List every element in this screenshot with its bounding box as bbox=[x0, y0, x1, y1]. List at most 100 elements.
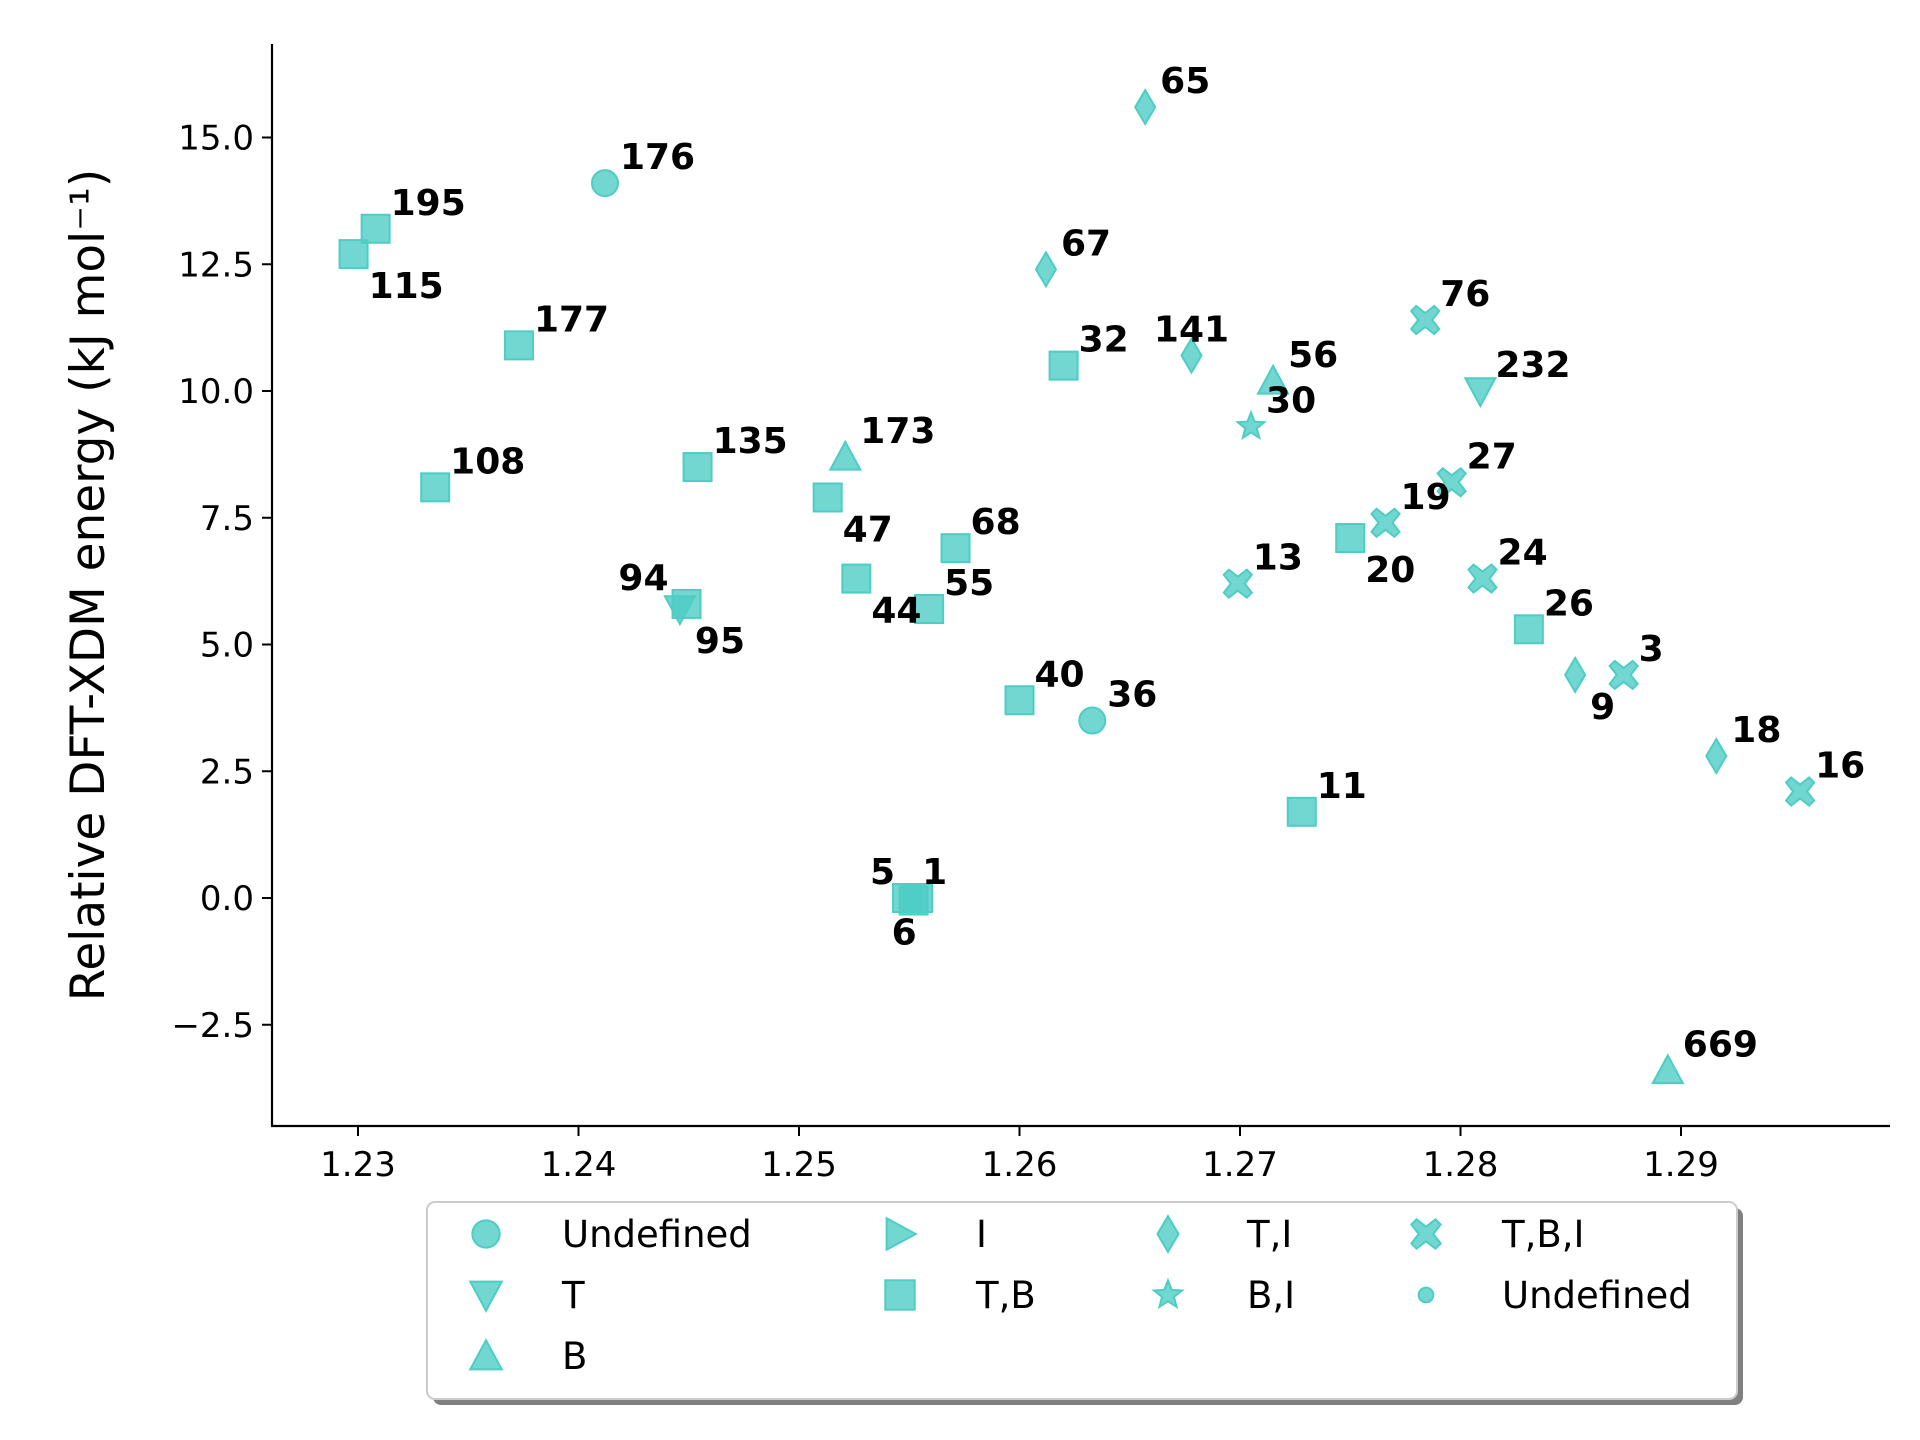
data-point-26 bbox=[1513, 614, 1544, 645]
x-tick-label: 1.27 bbox=[1202, 1145, 1278, 1185]
legend-marker-square bbox=[884, 1279, 916, 1311]
point-label-18: 18 bbox=[1731, 710, 1781, 751]
data-point-11 bbox=[1286, 796, 1317, 827]
point-label-9: 9 bbox=[1590, 687, 1615, 728]
point-label-76: 76 bbox=[1440, 274, 1490, 315]
point-label-115: 115 bbox=[369, 266, 444, 307]
point-label-94: 94 bbox=[618, 558, 668, 599]
y-tick-label: 0.0 bbox=[200, 879, 254, 919]
legend: Undefined TB I T,B T,I B,I T,B,I Undefined bbox=[426, 1201, 1743, 1405]
data-point-27 bbox=[1436, 466, 1468, 498]
point-label-176: 176 bbox=[620, 137, 695, 178]
point-label-108: 108 bbox=[450, 441, 525, 482]
y-axis-title: Relative DFT-XDM energy (kJ mol⁻¹) bbox=[61, 169, 116, 1001]
legend-marker-triangle-down bbox=[468, 1280, 504, 1313]
point-label-26: 26 bbox=[1544, 583, 1594, 624]
x-tick-label: 1.23 bbox=[320, 1145, 396, 1185]
point-label-32: 32 bbox=[1079, 320, 1129, 361]
data-point-9 bbox=[1563, 655, 1587, 694]
data-point-177 bbox=[503, 330, 534, 361]
point-label-3: 3 bbox=[1639, 629, 1664, 670]
data-point-13 bbox=[1222, 568, 1254, 600]
point-label-47: 47 bbox=[843, 509, 893, 550]
point-label-68: 68 bbox=[971, 502, 1021, 543]
x-ticks: 1.23 1.24 1.25 1.26 1.27 1.28 1.29 bbox=[320, 1126, 1719, 1185]
data-point-56 bbox=[1256, 363, 1290, 395]
legend-label: T,B,I bbox=[1501, 1213, 1584, 1256]
point-label-20: 20 bbox=[1365, 550, 1415, 591]
y-ticks: −2.5 0.0 2.5 5.0 7.5 10.0 12.5 15.0 bbox=[171, 119, 272, 1046]
legend-marker-diamond bbox=[1156, 1214, 1180, 1254]
y-tick-label: 12.5 bbox=[178, 245, 254, 285]
data-point-115 bbox=[338, 239, 369, 270]
legend-label: Undefined bbox=[562, 1213, 752, 1256]
data-point-18 bbox=[1705, 737, 1728, 776]
data-point-40 bbox=[1004, 685, 1035, 716]
point-label-36: 36 bbox=[1107, 675, 1157, 716]
data-point-55 bbox=[914, 594, 945, 625]
x-tick-label: 1.24 bbox=[541, 1145, 617, 1185]
legend-label: B bbox=[562, 1335, 587, 1378]
x-tick-label: 1.28 bbox=[1423, 1145, 1499, 1185]
data-point-94 bbox=[671, 588, 702, 619]
data-point-20 bbox=[1335, 523, 1366, 554]
data-point-173 bbox=[828, 439, 862, 471]
legend-marker-triangle-right bbox=[885, 1216, 918, 1252]
data-point-76 bbox=[1409, 304, 1441, 336]
point-label-141: 141 bbox=[1154, 310, 1229, 351]
legend-label: T bbox=[561, 1274, 585, 1317]
legend-label: T,B bbox=[975, 1274, 1036, 1317]
data-point-3 bbox=[1608, 659, 1640, 691]
y-tick-label: 5.0 bbox=[200, 626, 254, 666]
data-point-19 bbox=[1370, 507, 1401, 539]
x-tick-label: 1.29 bbox=[1643, 1145, 1719, 1185]
data-point-67 bbox=[1034, 250, 1058, 289]
data-point-176 bbox=[590, 169, 619, 198]
legend-label: B,I bbox=[1247, 1274, 1295, 1317]
legend-label: I bbox=[976, 1213, 987, 1256]
legend-label: Undefined bbox=[1502, 1274, 1692, 1317]
point-label-44: 44 bbox=[871, 591, 921, 632]
point-label-16: 16 bbox=[1815, 746, 1865, 787]
data-point-108 bbox=[420, 472, 451, 503]
point-label-11: 11 bbox=[1317, 766, 1367, 807]
point-label-5: 5 bbox=[870, 852, 895, 893]
data-point-232 bbox=[1463, 377, 1498, 409]
legend-frame bbox=[426, 1201, 1738, 1400]
points-layer bbox=[338, 88, 1816, 1085]
point-label-56: 56 bbox=[1288, 335, 1338, 376]
point-label-40: 40 bbox=[1035, 654, 1085, 695]
point-label-232: 232 bbox=[1495, 345, 1570, 386]
data-point-44 bbox=[841, 563, 872, 594]
legend-marker-dot bbox=[1417, 1286, 1435, 1304]
legend-marker-x-filled bbox=[1409, 1217, 1443, 1251]
data-point-36 bbox=[1078, 706, 1107, 735]
point-label-19: 19 bbox=[1401, 477, 1451, 518]
legend-marker-circle bbox=[471, 1219, 501, 1249]
point-label-65: 65 bbox=[1160, 61, 1210, 102]
y-tick-label: 2.5 bbox=[200, 752, 254, 792]
axes bbox=[270, 44, 1890, 1128]
point-label-67: 67 bbox=[1061, 223, 1111, 264]
data-point-30 bbox=[1235, 409, 1267, 441]
data-point-24 bbox=[1467, 563, 1498, 594]
data-point-6 bbox=[898, 885, 929, 916]
data-point-47 bbox=[812, 482, 843, 513]
data-point-135 bbox=[682, 452, 713, 483]
x-tick-label: 1.25 bbox=[761, 1145, 837, 1185]
y-tick-label: −2.5 bbox=[171, 1006, 254, 1046]
point-label-30: 30 bbox=[1266, 380, 1316, 421]
data-point-16 bbox=[1784, 776, 1816, 807]
point-label-1: 1 bbox=[922, 852, 947, 893]
y-tick-label: 15.0 bbox=[178, 119, 254, 159]
data-point-68 bbox=[940, 533, 971, 564]
y-tick-label: 7.5 bbox=[200, 499, 254, 539]
y-tick-label: 10.0 bbox=[178, 372, 254, 412]
point-label-177: 177 bbox=[534, 299, 609, 340]
data-point-32 bbox=[1048, 350, 1079, 381]
point-label-24: 24 bbox=[1498, 533, 1548, 574]
legend-label: T,I bbox=[1246, 1213, 1292, 1256]
legend-entries: Undefined TB I T,B T,I B,I T,B,I Undefined bbox=[468, 1213, 1692, 1378]
